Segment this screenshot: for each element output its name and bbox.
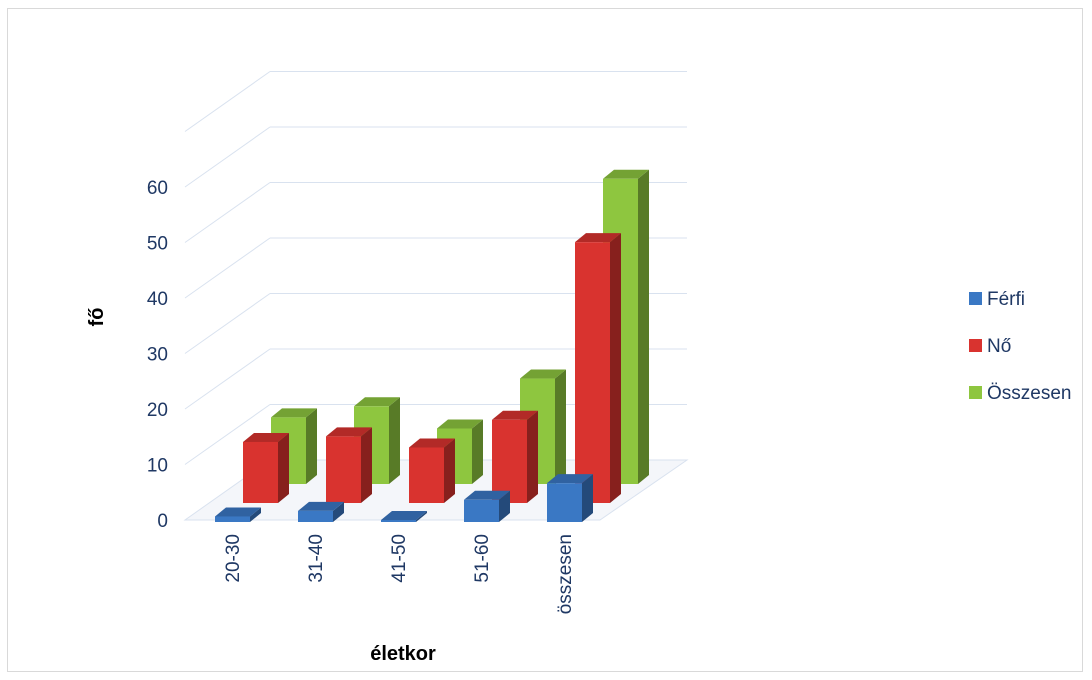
bar-top: [271, 408, 317, 418]
bar-side: [610, 233, 621, 503]
bar-front: [381, 520, 416, 522]
bar-front: [575, 242, 610, 503]
bar-top: [464, 490, 510, 500]
y-tick-label: 50: [147, 234, 168, 255]
bar-top: [381, 511, 427, 520]
bar-top: [520, 369, 566, 379]
bar-top: [547, 474, 593, 484]
legend-label: Férfi: [987, 289, 1025, 310]
bar-n--3: [409, 438, 455, 503]
bar-front: [547, 483, 582, 522]
gridline-wall: [184, 404, 271, 465]
bar-side: [638, 169, 649, 484]
legend-swatch: [969, 386, 982, 399]
bar-side: [306, 408, 317, 484]
bar-side: [278, 432, 289, 503]
legend: Férfi Nő Összesen: [969, 289, 1071, 404]
gridline-wall: [184, 293, 271, 354]
gridline-wall: [184, 126, 271, 188]
bars: [215, 169, 649, 522]
bar-side: [499, 490, 510, 522]
x-axis-title: életkor: [370, 643, 436, 665]
bar-n--2: [326, 427, 372, 503]
y-tick-label: 0: [157, 511, 168, 532]
bar-f-rfi-2: [298, 501, 344, 522]
bar-f-rfi-1: [215, 507, 261, 522]
bar-side: [527, 410, 538, 503]
bar-side: [389, 397, 400, 484]
legend-label: Összesen: [987, 383, 1071, 404]
y-axis-title: fő: [86, 308, 108, 327]
bar-top: [298, 501, 344, 511]
bar-front: [464, 499, 499, 522]
bar-front: [326, 436, 361, 503]
bar-top: [243, 432, 289, 442]
bar-side: [444, 438, 455, 503]
bar-n--5: [575, 233, 621, 503]
x-tick-label: 41-50: [389, 534, 410, 583]
x-tick-label: 51-60: [472, 534, 493, 583]
bar-side: [361, 427, 372, 503]
x-tick-label: 20-30: [223, 534, 244, 583]
x-tick-labels: 20-30 31-40 41-50 51-60 összesen: [223, 534, 576, 614]
legend-swatch: [969, 292, 982, 305]
bar-top: [409, 438, 455, 448]
bar-side: [250, 507, 261, 522]
bar-side: [333, 501, 344, 522]
bar-f-rfi-3: [381, 511, 427, 522]
bar-top: [354, 397, 400, 407]
x-tick-label: 31-40: [306, 534, 327, 583]
y-tick-labels: 0 10 20 30 40 50 60: [147, 178, 168, 532]
bar-front: [492, 419, 527, 503]
bar-top: [215, 507, 261, 517]
chart-frame: [7, 8, 1083, 672]
bar-side: [555, 369, 566, 484]
gridline-wall: [184, 71, 271, 132]
bar-n--1: [243, 432, 289, 503]
legend-swatch: [969, 339, 982, 352]
bar-n--4: [492, 410, 538, 503]
bar-top: [575, 233, 621, 243]
bar-top: [437, 419, 483, 429]
bar-front: [298, 510, 333, 522]
x-tick-label: összesen: [555, 534, 576, 614]
bar-top: [603, 169, 649, 179]
gridline-wall: [184, 348, 271, 410]
gridline-wall: [184, 182, 271, 243]
legend-label: Nő: [987, 336, 1011, 357]
bar-side: [472, 419, 483, 484]
bar-front: [215, 516, 250, 522]
bar-side: [416, 511, 427, 522]
y-tick-label: 40: [147, 289, 168, 310]
y-tick-label: 20: [147, 400, 168, 421]
y-tick-label: 60: [147, 178, 168, 199]
bar-top: [326, 427, 372, 437]
y-tick-label: 30: [147, 345, 168, 366]
gridline-wall: [184, 237, 271, 299]
y-tick-label: 10: [147, 456, 168, 477]
bar-front: [409, 447, 444, 503]
bar-f-rfi-4: [464, 490, 510, 522]
bar-side: [582, 474, 593, 522]
bar-top: [492, 410, 538, 420]
bar-front: [243, 441, 278, 503]
bar-f-rfi-5: [547, 474, 593, 522]
